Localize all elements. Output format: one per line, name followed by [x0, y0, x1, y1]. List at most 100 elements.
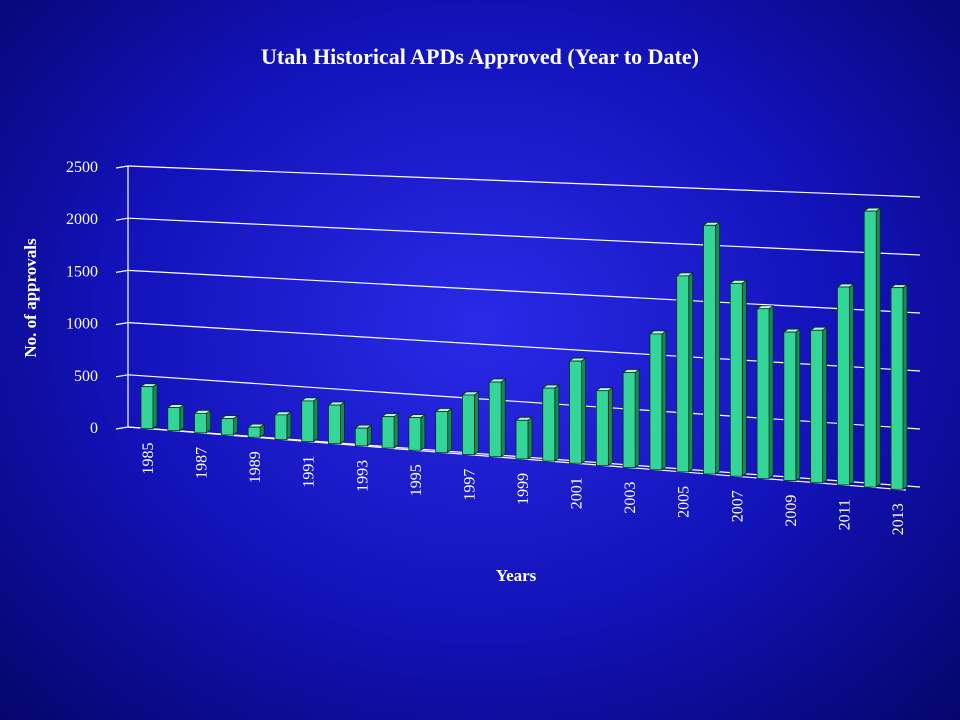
- bar-1991: [300, 397, 319, 443]
- x-tick-label: 1991: [301, 456, 318, 488]
- bar-face: [622, 372, 636, 468]
- bar-face: [354, 427, 368, 447]
- bar-face: [194, 412, 207, 434]
- y-tick-mark: [115, 374, 129, 378]
- bar-2008: [755, 304, 775, 480]
- x-tick-label: 2001: [569, 477, 586, 509]
- bar-side: [634, 368, 640, 469]
- bar-1988: [220, 414, 239, 436]
- bar-1995: [407, 413, 427, 452]
- bar-1990: [273, 411, 293, 441]
- x-tick-label: 1999: [515, 473, 532, 505]
- x-tick-label: 2013: [890, 503, 907, 535]
- bar-side: [688, 272, 694, 473]
- y-axis-label: No. of approvals: [21, 238, 40, 358]
- bar-side: [313, 397, 319, 443]
- bar-1987: [193, 409, 212, 434]
- bar-face: [756, 308, 770, 479]
- bar-2010: [809, 326, 828, 484]
- y-tick-mark: [115, 322, 129, 326]
- x-tick-label: 2007: [729, 490, 746, 522]
- bar-1996: [434, 407, 453, 454]
- bar-2006: [702, 221, 721, 475]
- bar-face: [140, 386, 154, 429]
- bar-face: [381, 416, 395, 449]
- x-tick-label: 2009: [783, 495, 800, 527]
- bar-1993: [354, 424, 373, 447]
- y-tick-mark: [115, 426, 129, 430]
- bar-face: [247, 426, 261, 438]
- bar-side: [822, 326, 828, 484]
- bar-face: [542, 387, 556, 462]
- bar-side: [741, 279, 747, 478]
- y-tick-mark: [115, 217, 129, 221]
- gridline-1500: [127, 269, 921, 314]
- y-tick-label: 1000: [66, 316, 98, 333]
- x-tick-label: 1995: [408, 464, 425, 496]
- bar-face: [515, 419, 529, 460]
- bar-face: [837, 286, 850, 486]
- bar-2009: [782, 328, 802, 482]
- bar-side: [447, 407, 453, 454]
- y-tick-label: 1500: [66, 263, 98, 280]
- bar-2001: [568, 357, 587, 465]
- y-tick-label: 2000: [66, 211, 98, 228]
- bar-side: [554, 384, 560, 462]
- bar-side: [393, 412, 399, 449]
- bar-face: [703, 224, 716, 475]
- x-tick-label: 1987: [194, 447, 211, 479]
- bar-face: [890, 287, 904, 490]
- x-tick-labels: 1985 1987 1989 1991 1993 1995 1997 1999 2001 2003…: [140, 443, 907, 536]
- bar-face: [274, 414, 288, 440]
- bar-2004: [648, 330, 668, 471]
- y-tick-label: 0: [90, 420, 98, 437]
- bar-face: [810, 329, 824, 484]
- y-tick-mark: [115, 165, 129, 169]
- gridline-1000: [127, 322, 921, 372]
- bar-side: [500, 378, 506, 458]
- bar-face: [220, 418, 234, 436]
- bar-face: [408, 417, 422, 451]
- y-tick-mark: [115, 269, 129, 273]
- x-tick-label: 1985: [140, 443, 157, 475]
- bar-side: [340, 401, 345, 445]
- bar-face: [649, 333, 663, 471]
- bar-2013: [889, 283, 909, 491]
- x-tick-label: 1989: [247, 451, 264, 483]
- y-tick-labels: 0 500 1000 1500 2000 2500: [66, 159, 98, 437]
- x-tick-label: 2011: [836, 499, 853, 530]
- bar-face: [462, 394, 475, 455]
- bar-face: [595, 390, 609, 466]
- bar-side: [607, 386, 613, 467]
- bar-face: [167, 407, 181, 432]
- y-tick-label: 2500: [66, 159, 98, 176]
- x-tick-label: 1997: [461, 469, 478, 501]
- bar-face: [863, 210, 877, 488]
- bar-side: [206, 409, 211, 434]
- bar-2005: [675, 272, 694, 473]
- bar-side: [795, 328, 801, 482]
- bar-face: [676, 275, 690, 473]
- bar-1999: [514, 416, 534, 460]
- bar-side: [849, 283, 854, 486]
- bar-side: [474, 391, 479, 456]
- bar-side: [661, 330, 667, 471]
- bar-side: [527, 416, 533, 460]
- x-tick-label: 1993: [354, 460, 371, 492]
- gridline-2000: [127, 217, 921, 256]
- bar-1997: [461, 391, 480, 456]
- x-axis-label: Years: [496, 566, 537, 585]
- bar-side: [715, 221, 720, 475]
- bar-side: [875, 207, 881, 488]
- bar-1992: [327, 401, 346, 445]
- bar-1994: [380, 412, 400, 449]
- bar-2011: [836, 283, 855, 486]
- bar-2000: [541, 384, 560, 462]
- chart-title: Utah Historical APDs Approved (Year to D…: [261, 44, 699, 69]
- bars-layer: [139, 207, 909, 491]
- bar-face: [729, 282, 743, 477]
- bar-side: [286, 411, 292, 441]
- bar-face: [569, 360, 582, 464]
- bar-face: [328, 404, 341, 445]
